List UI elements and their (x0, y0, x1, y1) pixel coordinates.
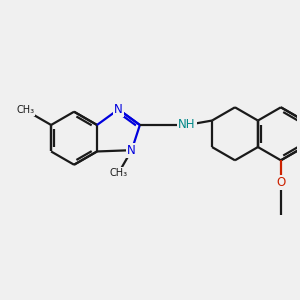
Text: NH: NH (178, 118, 196, 131)
Text: O: O (276, 176, 286, 189)
Text: N: N (114, 103, 123, 116)
Text: CH₃: CH₃ (110, 168, 128, 178)
Text: N: N (127, 144, 136, 157)
Text: CH₃: CH₃ (16, 105, 34, 115)
